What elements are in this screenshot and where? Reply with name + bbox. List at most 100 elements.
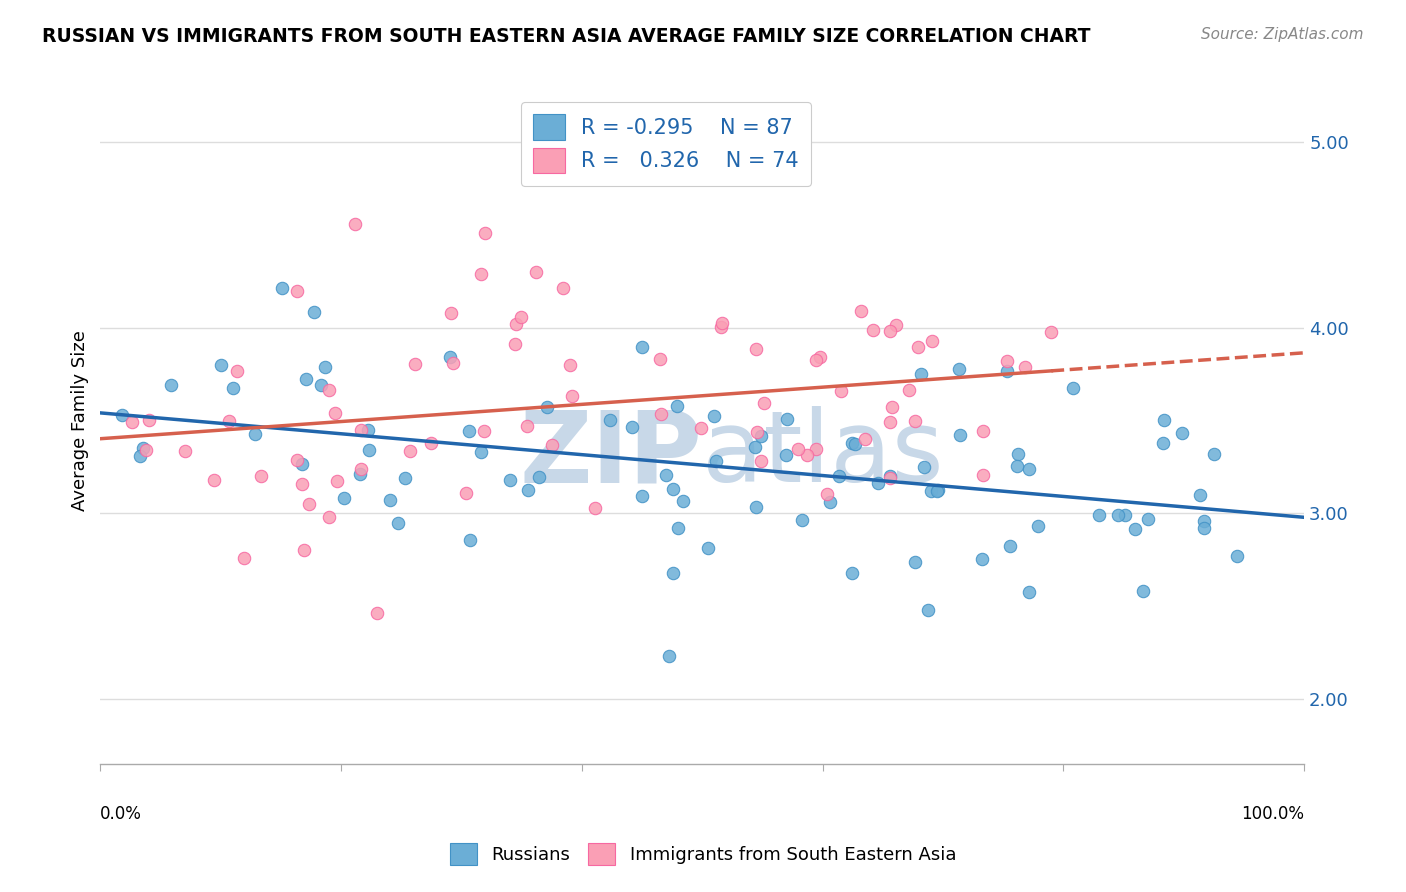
Point (631, 489, 654, 503)
Point (1007, 458, 1029, 473)
Legend: R = -0.295    N = 87, R =   0.326    N = 74: R = -0.295 N = 87, R = 0.326 N = 74 (520, 102, 811, 186)
Point (121, 415, 143, 429)
Point (318, 510, 340, 524)
Point (1189, 488, 1212, 502)
Point (752, 396, 775, 410)
Point (912, 460, 935, 475)
Point (394, 471, 416, 485)
Point (662, 482, 685, 496)
Point (972, 552, 994, 566)
Point (323, 406, 346, 420)
Text: 0.0%: 0.0% (100, 805, 142, 823)
Point (285, 453, 308, 467)
Point (536, 401, 558, 415)
Point (561, 389, 583, 403)
Point (302, 305, 325, 319)
Point (420, 436, 443, 450)
Point (404, 357, 426, 371)
Point (879, 471, 901, 485)
Point (972, 467, 994, 482)
Point (558, 358, 581, 372)
Point (658, 648, 681, 663)
Point (357, 442, 380, 457)
Point (1018, 585, 1040, 599)
Point (318, 383, 340, 397)
Point (350, 462, 373, 476)
Point (709, 320, 731, 334)
Point (630, 341, 652, 355)
Point (225, 364, 247, 378)
Point (818, 494, 841, 508)
Point (1062, 381, 1084, 395)
Point (541, 437, 564, 451)
Point (1028, 519, 1050, 533)
Point (517, 483, 540, 497)
Point (399, 444, 422, 458)
Point (135, 443, 157, 458)
Point (314, 360, 336, 375)
Point (1107, 508, 1129, 523)
Point (862, 323, 884, 337)
Point (710, 316, 733, 330)
Point (841, 436, 863, 450)
Point (1152, 436, 1174, 450)
Point (1136, 512, 1159, 526)
Point (790, 513, 813, 527)
Point (868, 476, 890, 491)
Point (292, 543, 315, 558)
Point (621, 419, 644, 434)
Point (920, 484, 942, 499)
Text: ZIP: ZIP (519, 407, 702, 503)
Point (357, 423, 380, 437)
Point (503, 336, 526, 351)
Point (696, 541, 718, 556)
Point (796, 448, 818, 462)
Point (387, 516, 409, 531)
Point (271, 281, 294, 295)
Point (439, 350, 461, 364)
Point (815, 487, 838, 501)
Point (344, 217, 367, 231)
Point (925, 484, 948, 499)
Point (879, 415, 901, 429)
Point (456, 485, 478, 500)
Point (704, 454, 727, 468)
Point (349, 467, 371, 481)
Point (830, 384, 852, 399)
Point (995, 364, 1018, 378)
Point (209, 358, 232, 372)
Point (910, 367, 932, 381)
Text: 100.0%: 100.0% (1241, 805, 1305, 823)
Point (1192, 514, 1215, 528)
Point (703, 409, 725, 424)
Point (529, 469, 551, 483)
Point (233, 551, 256, 566)
Point (378, 493, 401, 508)
Point (111, 408, 134, 422)
Point (458, 424, 481, 438)
Point (665, 399, 688, 413)
Point (668, 521, 690, 535)
Point (1226, 549, 1249, 563)
Point (516, 419, 538, 434)
Point (470, 445, 492, 459)
Point (744, 440, 766, 454)
Point (879, 469, 901, 483)
Point (650, 407, 672, 421)
Point (949, 428, 972, 442)
Point (309, 378, 332, 392)
Point (775, 448, 797, 462)
Point (291, 477, 314, 491)
Point (202, 473, 225, 487)
Point (804, 352, 827, 367)
Point (1171, 425, 1194, 440)
Point (879, 324, 901, 338)
Point (297, 497, 319, 511)
Point (474, 227, 496, 241)
Point (505, 318, 527, 332)
Point (174, 443, 197, 458)
Point (249, 468, 271, 483)
Point (291, 457, 314, 471)
Point (751, 428, 773, 442)
Point (898, 383, 921, 397)
